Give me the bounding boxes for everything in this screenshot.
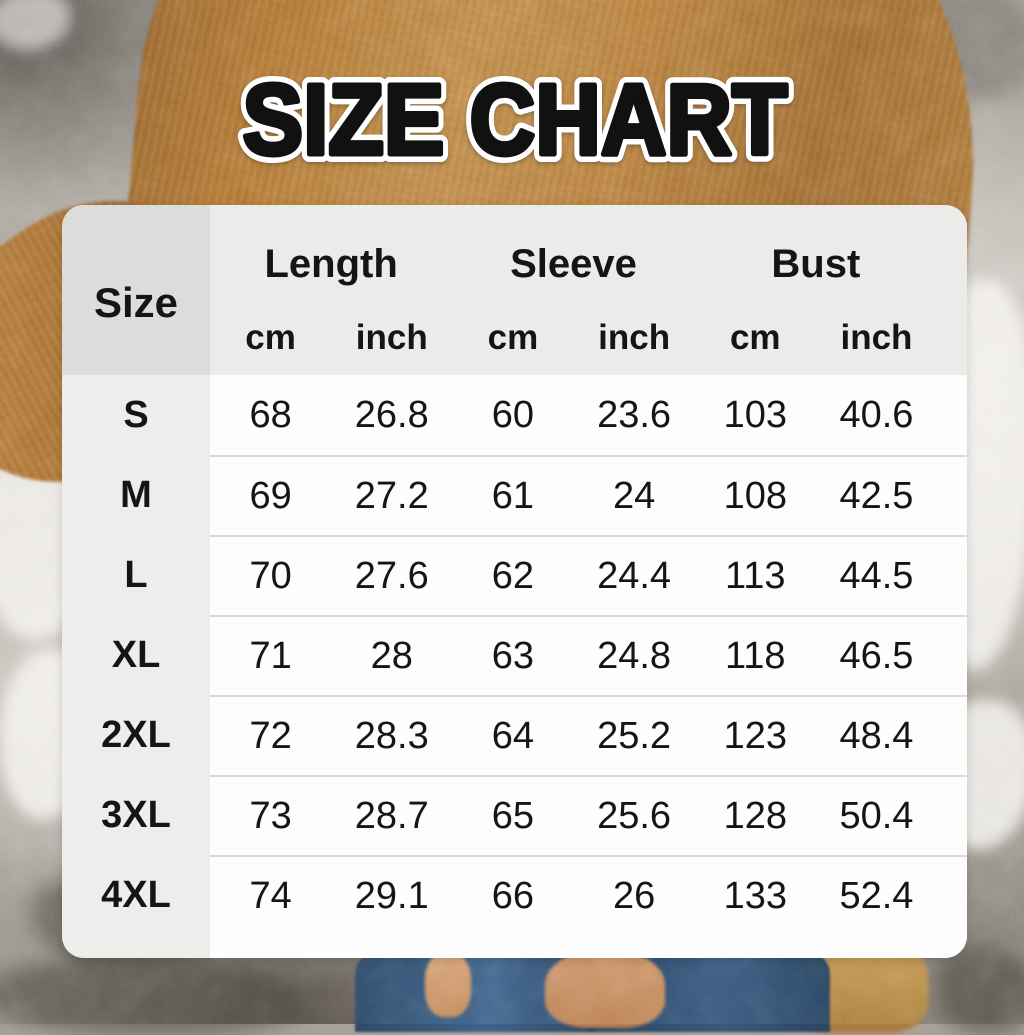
table-bottom-padding [62,935,967,958]
table-row: 4XL 74 29.1 66 26 133 52.4 [62,855,967,935]
table-row: S 68 26.8 60 23.6 103 40.6 [62,375,967,455]
value-cell: 113 [724,554,786,597]
row-values: 72 28.3 64 25.2 123 48.4 [210,695,967,775]
unit-header: inch [598,318,671,357]
value-cell: 29.1 [354,874,429,917]
row-values: 74 29.1 66 26 133 52.4 [210,855,967,935]
size-column-header: Size [62,205,210,375]
value-cell: 24.8 [597,634,672,677]
value-cell: 60 [491,393,535,436]
title-text-graphic: SIZE CHART SIZE CHART [235,56,796,184]
size-cell: M [62,455,210,535]
value-cell: 61 [491,474,535,517]
value-cell: 73 [249,794,292,837]
value-cell: 71 [249,634,292,677]
value-cell: 26.8 [354,393,429,436]
row-values: 69 27.2 61 24 108 42.5 [210,455,967,535]
value-cell: 42.5 [839,474,914,517]
size-cell: 3XL [62,775,210,855]
size-chart-table: Size Length Sleeve Bust cm inch cm inch … [62,205,967,958]
row-values: 68 26.8 60 23.6 103 40.6 [210,375,967,455]
value-cell: 64 [491,714,535,757]
hand-fingers [425,953,471,1017]
value-cell: 28 [370,634,413,677]
value-cell: 27.6 [354,554,429,597]
value-cell: 25.2 [597,714,672,757]
value-cell: 118 [724,634,786,677]
unit-header: cm [245,318,296,357]
value-cell: 27.2 [354,474,429,517]
value-cell: 123 [723,714,787,757]
value-cell: 26 [612,874,656,917]
unit-header: inch [840,318,913,357]
size-column-footer [62,935,210,958]
row-values: 71 28 63 24.8 118 46.5 [210,615,967,695]
value-cell: 69 [249,474,292,517]
value-cell: 103 [723,393,787,436]
values-footer [210,935,967,958]
wall-dark-patch [935,945,1024,1035]
value-cell: 74 [249,874,292,917]
value-cell: 48.4 [839,714,914,757]
value-cell: 28.3 [354,714,429,757]
value-cell: 52.4 [839,874,914,917]
unit-header: inch [355,318,428,357]
value-cell: 66 [491,874,535,917]
group-header-row: Length Sleeve Bust [210,227,937,301]
value-cell: 23.6 [597,393,672,436]
value-cell: 28.7 [354,794,429,837]
group-header-length: Length [264,241,398,286]
value-cell: 63 [491,634,535,677]
value-cell: 65 [491,794,535,837]
value-cell: 25.6 [597,794,672,837]
hand [545,950,665,1028]
size-chart-title: SIZE CHART SIZE CHART [115,20,915,220]
value-cell: 68 [249,393,292,436]
size-cell: L [62,535,210,615]
value-cell: 72 [249,714,292,757]
row-values: 70 27.6 62 24.4 113 44.5 [210,535,967,615]
unit-header-row: cm inch cm inch cm inch [210,301,937,375]
group-header-bust: Bust [771,241,861,286]
group-header-sleeve: Sleeve [510,241,637,286]
value-cell: 24 [612,474,656,517]
size-cell: 2XL [62,695,210,775]
table-row: 3XL 73 28.7 65 25.6 128 50.4 [62,775,967,855]
table-row: 2XL 72 28.3 64 25.2 123 48.4 [62,695,967,775]
table-row: XL 71 28 63 24.8 118 46.5 [62,615,967,695]
row-values: 73 28.7 65 25.6 128 50.4 [210,775,967,855]
value-cell: 44.5 [839,554,914,597]
unit-header: cm [729,318,781,357]
value-cell: 133 [723,874,787,917]
value-cell: 108 [723,474,787,517]
table-row: L 70 27.6 62 24.4 113 44.5 [62,535,967,615]
size-cell: 4XL [62,855,210,935]
size-cell: XL [62,615,210,695]
title-text: SIZE CHART [243,64,788,176]
value-cell: 46.5 [839,634,914,677]
value-cell: 50.4 [839,794,914,837]
unit-header: cm [487,318,539,357]
value-cell: 128 [723,794,787,837]
table-row: M 69 27.2 61 24 108 42.5 [62,455,967,535]
table-header: Size Length Sleeve Bust cm inch cm inch … [62,205,967,375]
value-cell: 62 [491,554,535,597]
value-cell: 24.4 [597,554,672,597]
size-cell: S [62,375,210,455]
value-cell: 40.6 [839,393,914,436]
value-cell: 70 [249,554,292,597]
measurement-headers: Length Sleeve Bust cm inch cm inch cm in… [210,205,967,375]
